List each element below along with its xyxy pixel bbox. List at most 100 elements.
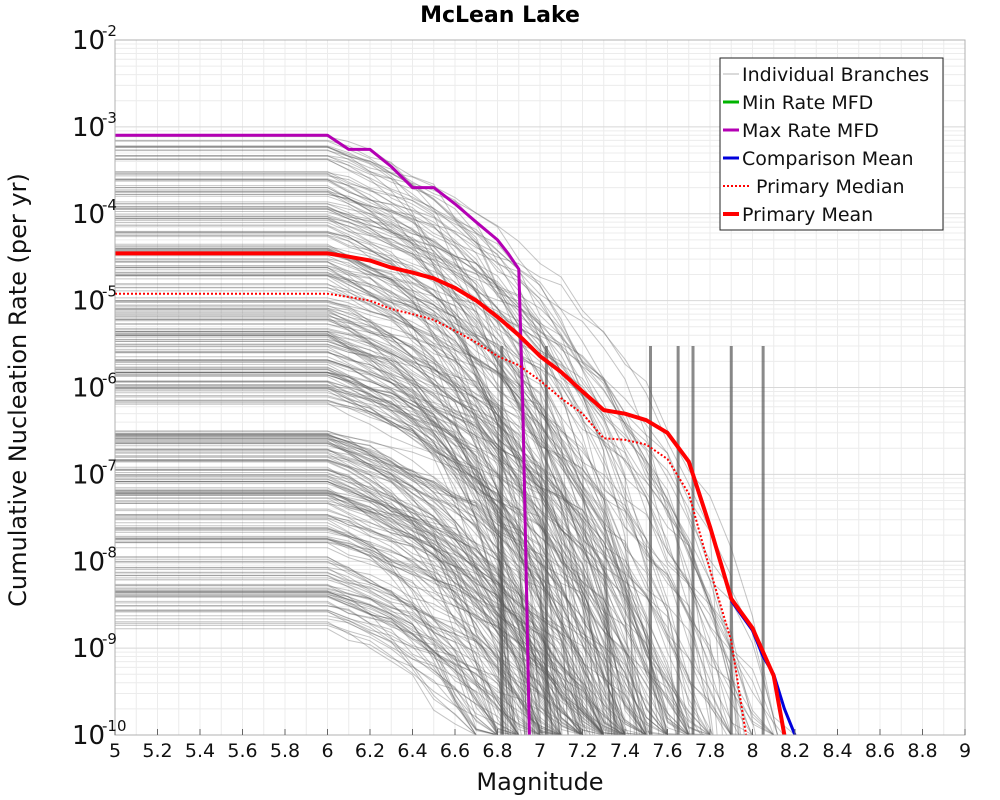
individual-branch-line	[115, 283, 716, 736]
individual-branch-line	[115, 359, 551, 736]
individual-branch-line	[115, 387, 678, 736]
individual-branch-line	[115, 330, 796, 736]
individual-branch-line	[115, 443, 625, 736]
individual-branch-line	[115, 203, 714, 736]
individual-branch-line	[115, 448, 516, 736]
individual-branch-line	[115, 371, 507, 736]
individual-branch-line	[115, 528, 515, 736]
x-tick-label: 5.6	[227, 740, 257, 762]
chart-title: McLean Lake	[420, 3, 580, 28]
individual-branch-line	[115, 208, 665, 736]
individual-branch-line	[115, 527, 606, 736]
individual-branch-line	[115, 371, 632, 736]
legend-label: Primary Mean	[742, 204, 873, 226]
individual-branch-line	[115, 339, 591, 736]
individual-branch-line	[115, 366, 587, 736]
x-tick-label: 8	[746, 740, 758, 762]
individual-branch-line	[115, 380, 589, 736]
x-tick-label: 5	[109, 740, 121, 762]
individual-branch-line	[115, 301, 554, 736]
individual-branch-line	[115, 399, 724, 736]
individual-branch-line	[115, 318, 515, 736]
legend-box	[719, 57, 944, 231]
y-tick-exponent: -10	[102, 717, 127, 735]
x-tick-label: 8.4	[822, 740, 852, 762]
individual-branch-line	[115, 478, 628, 736]
individual-branch-line	[115, 261, 703, 736]
y-tick-label: 10	[72, 113, 105, 143]
individual-branch-line	[115, 562, 513, 736]
individual-branch-line	[115, 150, 635, 736]
individual-branch-line	[115, 185, 588, 736]
individual-branch-line	[115, 217, 617, 736]
individual-branch-line	[115, 313, 503, 736]
individual-branch-line	[115, 149, 610, 736]
individual-branch-line	[115, 469, 650, 736]
individual-branch-line	[115, 531, 599, 736]
individual-branch-line	[115, 275, 560, 736]
individual-branch-line	[115, 219, 612, 736]
x-tick-label: 7.4	[610, 740, 640, 762]
individual-branch-line	[115, 253, 653, 736]
individual-branch-line	[115, 248, 798, 736]
legend-label: Min Rate MFD	[742, 92, 873, 114]
individual-branch-line	[115, 350, 639, 736]
individual-branch-line	[115, 538, 504, 736]
individual-branch-line	[115, 492, 580, 736]
individual-branch-line	[115, 307, 607, 736]
individual-branch-line	[115, 403, 649, 736]
individual-branch-line	[115, 460, 506, 736]
y-tick-exponent: -8	[102, 543, 117, 561]
individual-branch-line	[115, 449, 648, 736]
individual-branch-line	[115, 179, 643, 736]
individual-branch-line	[115, 207, 615, 736]
individual-branch-line	[115, 258, 569, 736]
individual-branch-line	[115, 340, 720, 736]
individual-branches	[115, 136, 810, 736]
individual-branch-line	[115, 330, 681, 736]
individual-branch-line	[115, 190, 586, 736]
individual-branch-line	[115, 329, 610, 736]
x-tick-label: 5.4	[185, 740, 215, 762]
individual-branch-line	[115, 336, 553, 736]
individual-branch-line	[115, 140, 609, 736]
individual-branch-line	[115, 440, 583, 736]
y-tick-exponent: -9	[102, 630, 117, 648]
individual-branch-line	[115, 214, 651, 736]
x-tick-label: 7.2	[567, 740, 597, 762]
individual-branch-line	[115, 348, 624, 736]
individual-branch-line	[115, 371, 604, 736]
individual-branch-line	[115, 359, 715, 736]
individual-branch-line	[115, 356, 557, 736]
x-tick-label: 6.4	[397, 740, 427, 762]
individual-branch-line	[115, 316, 504, 736]
individual-branch-line	[115, 456, 505, 736]
x-axis-ticks: 5 5.2 5.4 5.6 5.8 6 6.2 6.4 6.6 6.8 7 7.2 7.4 7.6 7.8 8…	[109, 729, 971, 762]
individual-branch-line	[115, 205, 765, 736]
y-tick-exponent: -5	[102, 283, 117, 301]
max-rate-mfd-line	[115, 133, 531, 736]
individual-branch-line	[115, 201, 691, 736]
individual-branch-line	[115, 351, 679, 736]
individual-branch-line	[115, 173, 563, 736]
individual-branch-line	[115, 146, 758, 736]
individual-branch-line	[115, 459, 504, 736]
individual-branch-line	[115, 343, 610, 736]
x-tick-label: 7	[534, 740, 546, 762]
y-tick-exponent: -6	[102, 370, 117, 388]
individual-branch-line	[115, 542, 515, 736]
primary-median-line	[115, 292, 748, 736]
individual-branch-line	[115, 287, 786, 736]
individual-branch-line	[115, 433, 596, 736]
individual-branch-line	[115, 271, 705, 736]
individual-branch-line	[115, 401, 735, 736]
individual-branch-line	[115, 388, 514, 736]
legend-label: Primary Median	[756, 176, 905, 198]
legend-label: Max Rate MFD	[742, 120, 879, 142]
legend-label: Individual Branches	[742, 64, 929, 86]
individual-branch-line	[115, 314, 691, 736]
individual-branch-line	[115, 335, 586, 736]
individual-branch-line	[115, 442, 662, 736]
primary-mean-line	[115, 251, 787, 736]
